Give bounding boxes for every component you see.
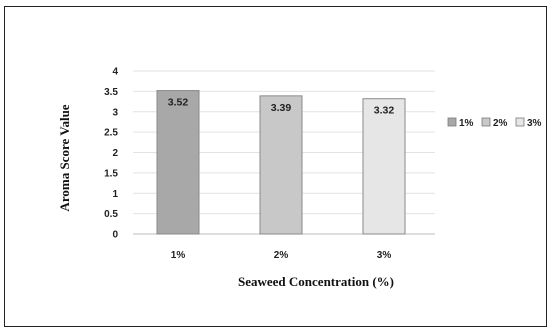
y-axis-title: Aroma Score Value [57, 104, 72, 211]
data-label: 3.39 [271, 102, 292, 114]
chart-frame: 3.52 3.39 3.32 0 0.5 1 1.5 2 2.5 3 3.5 4 1% 2% 3% Ar… [4, 6, 547, 327]
y-tick-label: 1.5 [104, 168, 118, 179]
y-tick-label: 3 [112, 107, 118, 118]
data-label: 3.52 [168, 97, 189, 109]
legend: 1% 2% 3% [447, 117, 542, 129]
x-axis-title: Seaweed Concentration (%) [238, 274, 394, 289]
bars [156, 90, 406, 235]
y-tick-labels: 0 0.5 1 1.5 2 2.5 3 3.5 4 [104, 67, 118, 241]
bar-2pct [259, 95, 303, 235]
legend-label: 3% [527, 118, 542, 129]
legend-label: 2% [493, 118, 508, 129]
y-tick-label: 2.5 [104, 128, 118, 139]
x-tick-label: 1% [171, 250, 186, 261]
x-tick-label: 2% [274, 250, 289, 261]
legend-label: 1% [459, 118, 474, 129]
y-tick-label: 4 [112, 67, 118, 78]
y-tick-label: 1 [112, 189, 118, 200]
data-label: 3.32 [374, 105, 395, 117]
y-tick-label: 0.5 [104, 209, 118, 220]
legend-swatch [515, 117, 525, 127]
y-tick-label: 0 [112, 230, 118, 241]
bar-1pct [156, 90, 200, 235]
y-tick-label: 2 [112, 148, 118, 159]
y-tick-label: 3.5 [104, 87, 118, 98]
legend-swatch [481, 117, 491, 127]
bar-chart: 3.52 3.39 3.32 0 0.5 1 1.5 2 2.5 3 3.5 4 1% 2% 3% Ar… [57, 67, 542, 290]
data-labels: 3.52 3.39 3.32 [168, 97, 395, 117]
bar-3pct [362, 98, 406, 235]
x-tick-labels: 1% 2% 3% [171, 250, 392, 261]
legend-swatch [447, 117, 457, 127]
x-tick-label: 3% [377, 250, 392, 261]
